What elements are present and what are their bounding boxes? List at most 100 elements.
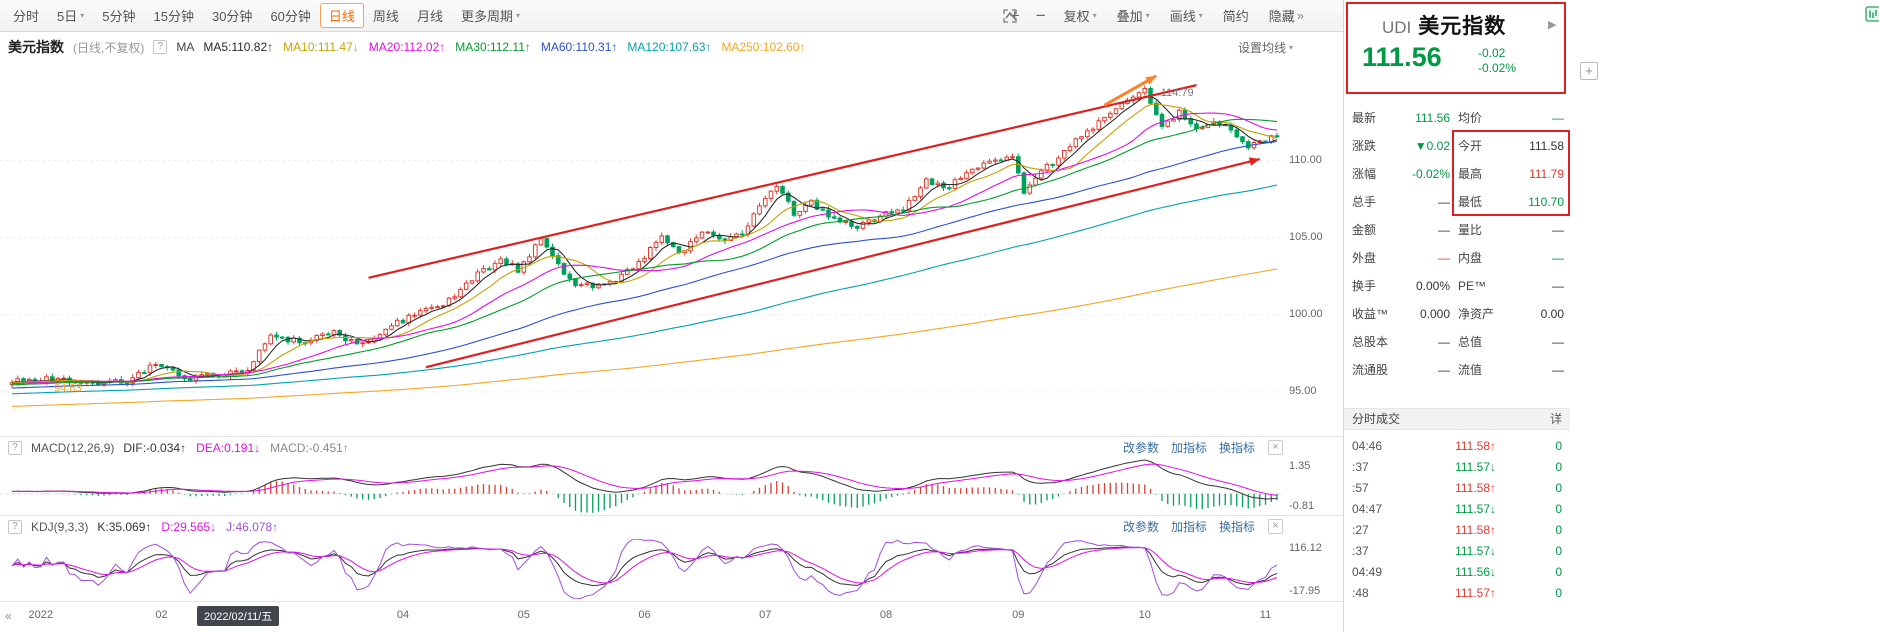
ma-value-3: MA30:112.11↑: [455, 40, 531, 54]
svg-text:114.79: 114.79: [1161, 87, 1194, 99]
tape-time: 04:49: [1352, 565, 1383, 579]
quote-row: 最新 111.56 均价 —: [1344, 104, 1570, 132]
caret-down-icon: ▾: [1145, 11, 1150, 20]
toolbar-menu-4[interactable]: 隐藏»: [1260, 3, 1313, 28]
kdj-chart[interactable]: [0, 539, 1283, 599]
toolbar-menu-1[interactable]: 叠加 ▾: [1108, 3, 1159, 28]
instrument-code: UDI: [1382, 18, 1412, 37]
instrument-subtitle: (日线,不复权): [73, 40, 145, 55]
toolbar-menu-2[interactable]: 画线 ▾: [1161, 3, 1212, 28]
ma-value-2: MA20:112.02↑: [368, 40, 446, 54]
close-icon[interactable]: ×: [1268, 519, 1283, 534]
y-axis-label: 1.35: [1289, 460, 1311, 472]
period-button-6[interactable]: 日线: [319, 3, 364, 28]
y-axis-label: 105.00: [1289, 230, 1323, 243]
macd-header: ? MACD(12,26,9) DIF:-0.034↑ DEA:0.191↓ MAC…: [0, 437, 1343, 458]
quote-value: 0.00: [1540, 307, 1564, 321]
quote-value: —: [1552, 363, 1564, 377]
quote-row: 总手 — 最低 110.70: [1344, 188, 1570, 216]
quote-label: 收益™: [1352, 307, 1389, 321]
quote-label: PE™: [1458, 279, 1487, 293]
tape-row[interactable]: 04:46 111.58↑ 0: [1344, 436, 1570, 457]
last-price: 111.56: [1362, 42, 1442, 72]
instrument-name: 美元指数: [1418, 15, 1507, 38]
ma-value-0: MA5:110.82↑: [203, 40, 274, 54]
period-button-8[interactable]: 月线: [408, 3, 452, 28]
tape-row[interactable]: 04:49 111.56↓ 0: [1344, 562, 1570, 583]
tape-time: :48: [1352, 586, 1369, 600]
scroll-left-button[interactable]: «: [5, 609, 12, 623]
quote-value: 111.79: [1529, 167, 1564, 181]
indicator-control-2[interactable]: 换指标: [1218, 520, 1255, 534]
zoom-out-button[interactable]: −: [1035, 5, 1046, 25]
period-button-1[interactable]: 5日 ▾: [48, 3, 93, 28]
add-watchlist-button[interactable]: +: [1580, 62, 1598, 80]
indicator-name-macd: MACD(12,26,9): [31, 440, 115, 455]
quote-row: 换手 0.00% PE™ —: [1344, 272, 1570, 300]
period-label: 15分钟: [153, 9, 194, 24]
tape-row[interactable]: 04:47 111.57↓ 0: [1344, 499, 1570, 520]
tape-row[interactable]: :57 111.58↑ 0: [1344, 478, 1570, 499]
tape-detail-link[interactable]: 详: [1549, 412, 1562, 426]
date-tooltip: 2022/02/11/五: [197, 606, 280, 626]
quote-row: 金额 — 量比 —: [1344, 216, 1570, 244]
indicator-control-0[interactable]: 改参数: [1122, 520, 1159, 534]
tape-volume: 0: [1555, 523, 1562, 537]
tape-time: :27: [1352, 523, 1369, 537]
expand-arrow-icon[interactable]: ▶: [1548, 19, 1557, 31]
period-button-0[interactable]: 分时: [4, 3, 48, 28]
zoom-in-button[interactable]: +: [1009, 5, 1020, 25]
y-axis-label: 116.12: [1289, 542, 1322, 554]
indicator-control-1[interactable]: 加指标: [1170, 520, 1207, 534]
tape-price: 111.57↓: [1455, 460, 1496, 474]
toolbar-menu-3[interactable]: 简约: [1214, 3, 1258, 28]
help-icon[interactable]: ?: [153, 40, 168, 54]
quote-row: 收益™ 0.000 净资产 0.00: [1344, 300, 1570, 328]
period-button-4[interactable]: 30分钟: [203, 3, 261, 28]
quote-value: —: [1552, 279, 1564, 293]
tape-time: :37: [1352, 544, 1369, 558]
tape-price: 111.57↓: [1455, 502, 1496, 516]
y-axis-label: 110.00: [1289, 153, 1322, 166]
tape-row[interactable]: :48 111.57↑ 0: [1344, 583, 1570, 604]
quote-label: 换手: [1352, 279, 1377, 293]
candlestick-chart[interactable]: 114.79 94.63: [0, 62, 1283, 435]
kdj-values-group: K:35.069↑ D:29.565↓ J:46.078↑: [97, 520, 278, 534]
quote-label: 最低: [1458, 195, 1483, 209]
toolbar-period-group: 分时 5日 ▾ 5分钟 15分钟 30分钟 60分钟 日线 周线 月线 更多周期 ▾: [4, 0, 529, 31]
period-button-5[interactable]: 60分钟: [261, 3, 319, 28]
indicator-control-0[interactable]: 改参数: [1122, 441, 1159, 455]
caret-down-icon: ▾: [1288, 42, 1293, 52]
ma-settings-button[interactable]: 设置均线 ▾: [1238, 39, 1293, 56]
panel-divider: [0, 515, 1343, 516]
tape-price: 111.58↑: [1455, 481, 1496, 495]
toolbar-menu-0[interactable]: 复权 ▾: [1055, 3, 1106, 28]
tape-list: 04:46 111.58↑ 0:37 111.57↓ 0:57 111.58↑ 0 04:47…: [1344, 436, 1570, 604]
period-button-9[interactable]: 更多周期 ▾: [452, 3, 529, 28]
tape-row[interactable]: :37 111.57↓ 0: [1344, 457, 1570, 478]
quote-label: 涨幅: [1352, 167, 1377, 181]
panel-divider: [0, 436, 1343, 437]
tape-row[interactable]: :27 111.58↑ 0: [1344, 520, 1570, 541]
period-button-2[interactable]: 5分钟: [93, 3, 144, 28]
period-label: 日线: [328, 9, 355, 24]
close-icon[interactable]: ×: [1268, 440, 1283, 455]
x-axis-label: 2022: [28, 609, 53, 621]
tape-row[interactable]: :37 111.57↓ 0: [1344, 541, 1570, 562]
double-chevron-icon: »: [1296, 8, 1304, 23]
period-label: 30分钟: [211, 9, 253, 24]
indicator-control-2[interactable]: 换指标: [1218, 441, 1255, 455]
quote-value: 111.56: [1415, 111, 1450, 125]
period-button-3[interactable]: 15分钟: [145, 3, 203, 28]
help-icon[interactable]: ?: [8, 440, 22, 455]
macd-chart[interactable]: [0, 458, 1283, 514]
tape-volume: 0: [1555, 481, 1562, 495]
y-axis-label: 95.00: [1289, 384, 1317, 397]
quote-label: 今开: [1458, 139, 1483, 153]
tape-volume: 0: [1555, 586, 1562, 600]
help-icon[interactable]: ?: [8, 519, 22, 534]
caret-down-icon: ▾: [80, 11, 85, 20]
indicator-control-1[interactable]: 加指标: [1170, 441, 1207, 455]
x-axis-label: 04: [396, 609, 410, 621]
period-button-7[interactable]: 周线: [364, 3, 408, 28]
